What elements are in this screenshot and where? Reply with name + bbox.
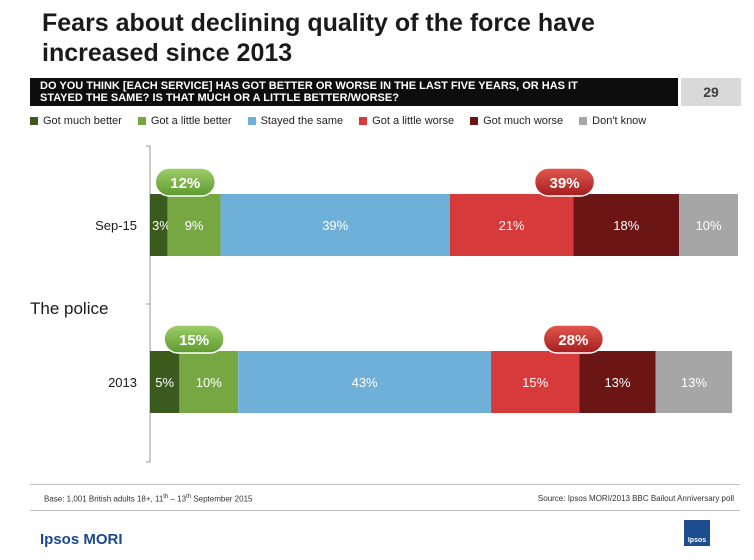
legend-label-1: Got a little better [150, 115, 232, 127]
question-line-1: DO YOU THINK [EACH SERVICE] HAS GOT BETT… [40, 80, 578, 92]
legend-swatch-4 [470, 117, 479, 125]
legend-label-5: Don't know [592, 115, 647, 127]
data-label-1-2: 43% [352, 375, 378, 390]
legend-swatch-5 [579, 117, 588, 125]
page-number: 29 [681, 78, 741, 106]
bar-1-2 [238, 351, 492, 413]
source-note: Source: Ipsos MORI/2013 BBC Bailout Anni… [537, 494, 734, 503]
legend-label-2: Stayed the same [260, 115, 344, 127]
row-label-0: Sep-15 [95, 218, 137, 233]
question-banner: DO YOU THINK [EACH SERVICE] HAS GOT BETT… [30, 78, 678, 106]
ipsos-mori-brand: Ipsos MORI [40, 531, 123, 548]
group-label: The police [30, 299, 108, 318]
data-label-0-0: 3% [152, 218, 171, 233]
worse-total-pill-0 [533, 167, 596, 197]
bar-0-1 [167, 194, 221, 256]
worse-total-label-0: 39% [550, 175, 580, 192]
ipsos-logo: Ipsos [684, 520, 710, 546]
better-total-pill-1 [163, 324, 225, 354]
row-label-1: 2013 [108, 375, 137, 390]
page-title: Fears about declining quality of the for… [42, 8, 682, 68]
legend-label-4: Got much worse [483, 115, 564, 127]
data-label-0-4: 18% [613, 218, 639, 233]
bar-1-3 [491, 351, 580, 413]
legend-swatch-1 [137, 117, 146, 125]
bar-0-2 [220, 194, 450, 256]
data-label-1-3: 15% [522, 375, 548, 390]
stacked-bar-chart: The police Sep-15 3% 9% 39% 21% 18% 10% 12% 39% 20… [30, 145, 738, 463]
logo-text: Ipsos [687, 537, 707, 544]
bar-0-5 [679, 194, 738, 256]
better-total-pill-0 [154, 167, 217, 197]
data-label-0-2: 39% [322, 218, 348, 233]
better-total-label-1: 15% [179, 332, 209, 349]
legend-item-2: Stayed the same [247, 114, 344, 128]
bar-0-4 [573, 194, 680, 256]
legend-item-4: Got much worse [470, 114, 563, 128]
legend-item-5: Don't know [579, 114, 646, 128]
worse-total-pill-1 [542, 324, 605, 354]
base-note: Base: 1,001 British adults 18+, 11th – 1… [44, 494, 253, 504]
data-label-0-5: 10% [696, 218, 722, 233]
legend-swatch-0 [30, 117, 38, 125]
bar-1-0 [150, 351, 180, 413]
data-label-0-3: 21% [499, 218, 525, 233]
question-line-2: STAYED THE SAME? IS THAT MUCH OR A LITTL… [40, 92, 399, 104]
legend-item-0: Got much better [30, 114, 122, 128]
legend-label-3: Got a little worse [372, 115, 455, 127]
footer-divider [30, 484, 740, 485]
data-label-1-1: 10% [196, 375, 222, 390]
data-label-1-4: 13% [604, 375, 630, 390]
bar-1-4 [579, 351, 656, 413]
bar-1-1 [179, 351, 239, 413]
legend-item-3: Got a little worse [359, 114, 454, 128]
title-line-1: Fears about declining quality of the for… [42, 9, 595, 37]
chart-legend: Got much better Got a little better Stayed… [30, 114, 662, 128]
legend-label-0: Got much better [43, 115, 122, 127]
title-line-2: increased since 2013 [42, 39, 293, 67]
worse-total-label-1: 28% [558, 332, 588, 349]
data-label-1-0: 5% [155, 375, 174, 390]
footer-divider-lower [30, 510, 740, 511]
legend-swatch-2 [247, 117, 256, 125]
data-label-0-1: 9% [185, 218, 204, 233]
legend-swatch-3 [359, 117, 368, 125]
better-total-label-0: 12% [170, 175, 200, 192]
data-label-1-5: 13% [681, 375, 707, 390]
bar-0-0 [150, 194, 168, 256]
legend-item-1: Got a little better [137, 114, 232, 128]
bar-1-5 [655, 351, 733, 413]
bar-0-3 [449, 194, 574, 256]
